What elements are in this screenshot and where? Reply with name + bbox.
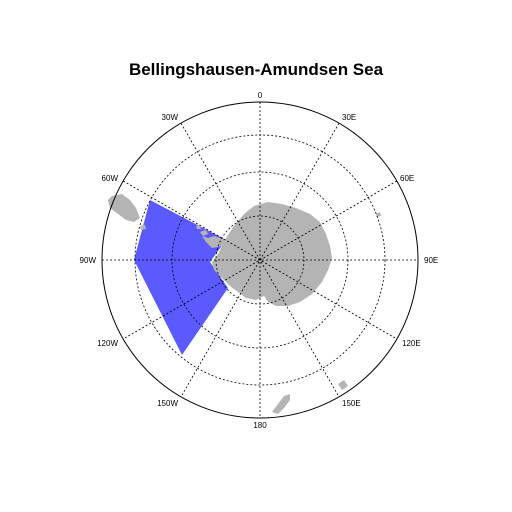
lon-label-120e: 120E bbox=[402, 339, 421, 348]
lon-label-60e: 60E bbox=[400, 174, 414, 183]
lon-label-30w: 30W bbox=[162, 113, 179, 122]
lon-label-180: 180 bbox=[253, 421, 267, 430]
lon-label-150e: 150E bbox=[342, 399, 361, 408]
lon-label-0: 0 bbox=[258, 91, 263, 100]
lon-label-90e: 90E bbox=[424, 256, 438, 265]
new-zealand-north-island bbox=[338, 380, 348, 390]
ross-embayment bbox=[256, 296, 268, 306]
meridian-lines bbox=[102, 102, 418, 418]
peninsula-islands bbox=[196, 225, 208, 236]
map-title: Bellingshausen-Amundsen Sea bbox=[128, 60, 384, 79]
lon-label-150w: 150W bbox=[157, 399, 178, 408]
antarctica-landmass bbox=[212, 202, 332, 306]
lon-label-30e: 30E bbox=[342, 113, 356, 122]
south-america-islands bbox=[140, 225, 146, 230]
new-zealand-land bbox=[272, 394, 290, 414]
lon-label-120w: 120W bbox=[97, 339, 118, 348]
south-america-land bbox=[108, 194, 140, 222]
kerguelen-islands bbox=[376, 212, 381, 217]
antarctic-peninsula bbox=[202, 236, 226, 248]
lon-label-60w: 60W bbox=[102, 174, 119, 183]
highlighted-region bbox=[134, 200, 228, 355]
lon-label-90w: 90W bbox=[80, 256, 97, 265]
